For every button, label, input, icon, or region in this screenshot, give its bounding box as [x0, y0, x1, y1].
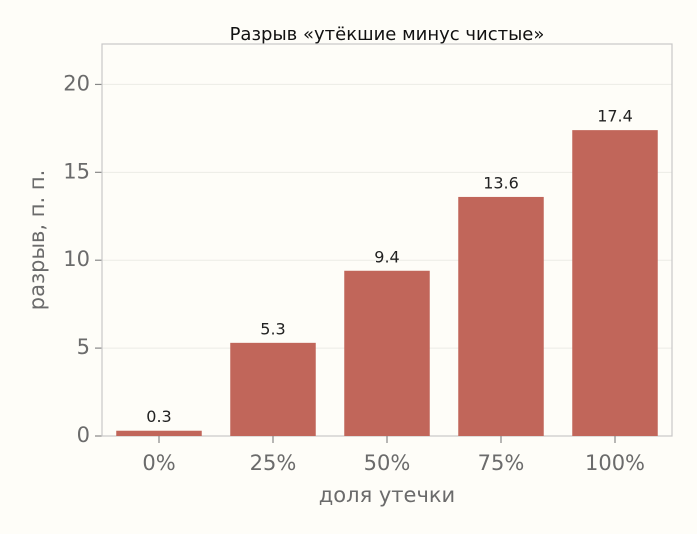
y-tick-label: 10	[63, 247, 90, 271]
x-tick-label: 100%	[585, 451, 645, 475]
chart-title: Разрыв «утёкшие минус чистые»	[230, 24, 545, 45]
x-tick-label: 75%	[478, 451, 525, 475]
y-tick-label: 20	[63, 71, 90, 95]
bar	[458, 196, 544, 436]
value-label: 5.3	[260, 319, 285, 338]
bar	[572, 130, 658, 436]
y-tick-label: 0	[77, 423, 90, 447]
bar	[230, 342, 316, 436]
y-tick-label: 15	[63, 159, 90, 183]
x-axis-label: доля утечки	[319, 483, 455, 507]
value-label: 9.4	[374, 247, 399, 266]
x-tick-label: 0%	[142, 451, 175, 475]
bar	[344, 270, 430, 436]
x-tick-label: 50%	[364, 451, 411, 475]
value-label: 17.4	[597, 107, 633, 126]
value-label: 13.6	[483, 173, 519, 192]
y-tick-label: 5	[77, 335, 90, 359]
y-axis-label: разрыв, п. п.	[25, 170, 49, 311]
x-tick-label: 25%	[250, 451, 297, 475]
bar	[116, 430, 202, 436]
value-label: 0.3	[146, 407, 171, 426]
